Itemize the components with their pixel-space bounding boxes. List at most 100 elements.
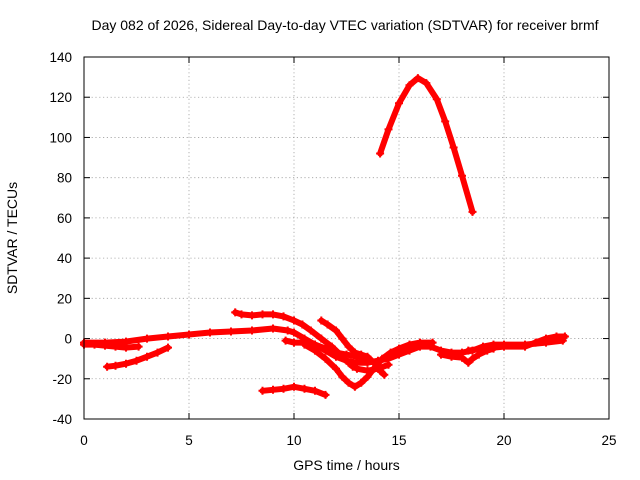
data-point [413, 74, 422, 83]
data-point [395, 99, 403, 108]
data-point [311, 340, 319, 349]
data-point [405, 340, 414, 349]
data-point [300, 338, 309, 347]
data-point [348, 362, 357, 371]
data-point [542, 334, 550, 343]
data-point [458, 353, 466, 362]
y-tick-label: 120 [49, 90, 72, 105]
series-arc-neg25 [258, 382, 330, 399]
series-arc-early [103, 343, 172, 371]
data-point [143, 352, 151, 361]
data-point [350, 348, 359, 357]
data-point [237, 310, 246, 319]
data-point [464, 358, 473, 367]
data-point [227, 327, 235, 336]
data-point [468, 354, 477, 363]
series-arc-high [376, 74, 477, 216]
data-point [206, 328, 214, 337]
data-point [386, 348, 395, 357]
data-point [344, 342, 353, 351]
series-arc-right [317, 316, 389, 379]
data-point [298, 320, 307, 329]
data-point [290, 328, 298, 337]
data-point [281, 336, 290, 345]
data-point [231, 308, 240, 317]
data-point [422, 79, 431, 88]
data-point [468, 207, 477, 216]
series-line [377, 75, 476, 215]
data-point [164, 332, 172, 341]
data-point [441, 117, 450, 126]
data-point [479, 344, 487, 353]
data-point [395, 344, 403, 353]
data-point [384, 125, 393, 134]
data-point [357, 350, 366, 359]
chart-title: Day 082 of 2026, Sidereal Day-to-day VTE… [91, 17, 598, 33]
data-point [376, 366, 385, 375]
data-point [344, 378, 353, 387]
data-point [290, 338, 298, 347]
x-tick-label: 5 [185, 433, 193, 448]
data-point [357, 378, 366, 387]
data-point [132, 356, 141, 365]
data-point [143, 334, 151, 343]
data-point [323, 320, 332, 329]
data-point [164, 343, 172, 352]
data-point [306, 326, 315, 335]
data-point [122, 359, 130, 368]
data-series [80, 74, 569, 399]
data-point [458, 171, 466, 180]
data-point [384, 360, 393, 369]
data-point [283, 326, 292, 335]
x-tick-label: 15 [391, 433, 406, 448]
data-point [248, 311, 256, 320]
data-point [378, 354, 387, 363]
data-point [552, 332, 561, 341]
axis-ticks: -40 -20 0 20 40 60 80 100 120 140 0 5 10 15 20 25 [49, 50, 616, 448]
data-point [332, 326, 340, 335]
data-point [353, 364, 361, 373]
data-point [122, 343, 130, 352]
data-point [342, 350, 351, 359]
x-tick-label: 0 [80, 433, 88, 448]
data-point [447, 352, 456, 361]
y-tick-label: 0 [64, 332, 72, 347]
data-point [248, 326, 256, 335]
data-point [300, 384, 309, 393]
data-point [363, 352, 372, 361]
data-point [500, 342, 508, 351]
data-point [317, 316, 326, 325]
plot-frame [83, 56, 610, 420]
data-point [311, 386, 319, 395]
data-point [111, 342, 120, 351]
data-point [449, 143, 458, 152]
data-point [332, 348, 340, 357]
data-point [90, 340, 99, 349]
data-point [560, 332, 569, 341]
data-point [428, 338, 437, 347]
data-point [369, 358, 378, 367]
data-point [432, 95, 441, 104]
data-point [405, 81, 414, 90]
data-point [338, 334, 347, 343]
data-point [380, 370, 389, 379]
y-tick-label: 80 [57, 171, 72, 186]
data-point [521, 342, 529, 351]
data-point [464, 346, 473, 355]
data-point [258, 386, 267, 395]
y-tick-label: -20 [52, 372, 72, 387]
data-point [437, 350, 445, 359]
data-point [269, 385, 277, 394]
data-point [279, 312, 288, 321]
data-point [134, 342, 143, 351]
y-tick-label: 20 [57, 291, 72, 306]
data-point [153, 348, 162, 357]
data-point [269, 310, 277, 319]
data-point [344, 358, 353, 367]
data-point [338, 372, 347, 381]
data-point [416, 338, 424, 347]
data-point [101, 341, 109, 350]
x-axis-label: GPS time / hours [293, 457, 400, 473]
data-point [290, 382, 298, 391]
